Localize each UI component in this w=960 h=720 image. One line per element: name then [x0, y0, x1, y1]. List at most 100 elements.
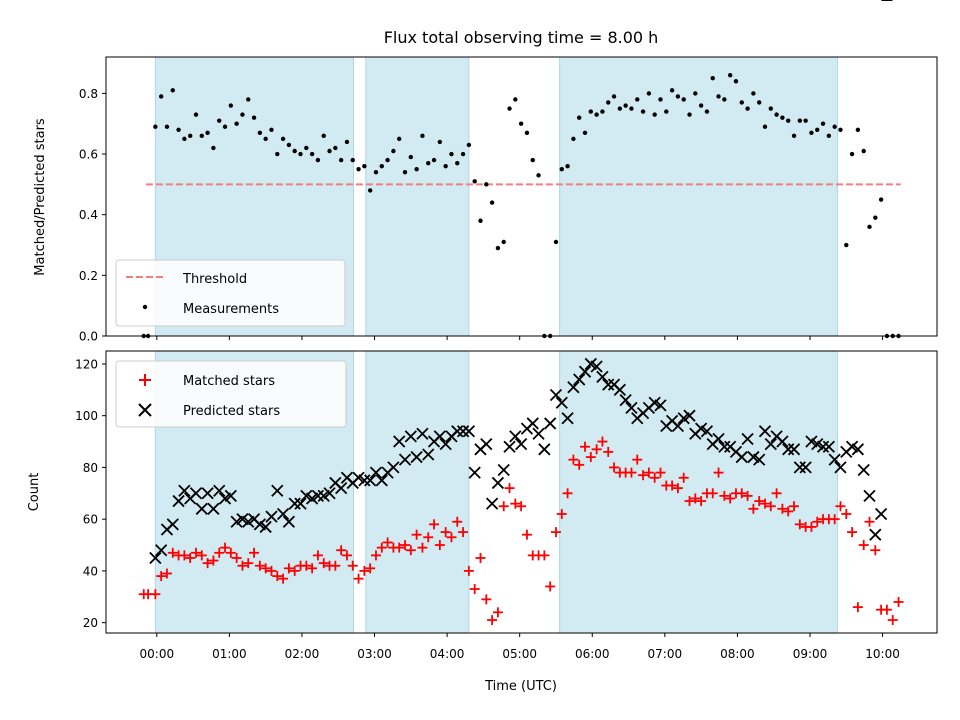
predicted-star-marker: [538, 443, 551, 456]
bottom-y-tick-label: 100: [75, 409, 98, 423]
matched-star-marker: [893, 596, 904, 607]
matched-star-marker: [754, 496, 765, 507]
predicted-star-marker: [822, 440, 835, 453]
matched-star-marker: [370, 550, 381, 561]
matched-star-marker: [684, 496, 695, 507]
predicted-star-marker: [335, 481, 348, 495]
predicted-star-marker: [485, 497, 499, 510]
matched-star-marker: [185, 552, 196, 563]
matched-star-marker: [330, 560, 341, 571]
measurement-point: [849, 151, 855, 157]
predicted-star-marker: [758, 425, 772, 438]
predicted-star-marker: [207, 502, 220, 515]
predicted-star-marker: [369, 466, 383, 479]
measurement-point: [803, 118, 808, 123]
bottom-y-tick-label: 120: [75, 357, 98, 371]
x-tick-label: 09:00: [793, 647, 828, 661]
measurement-point: [786, 118, 791, 123]
matched-star-marker: [812, 516, 823, 527]
predicted-star-marker: [596, 370, 609, 384]
threshold-legend-label: Threshold: [182, 272, 247, 287]
measurement-point: [780, 115, 785, 120]
measurement-point: [187, 133, 193, 139]
measurement-point: [797, 118, 803, 123]
measurement-point: [733, 79, 739, 84]
predicted-star-marker: [700, 425, 714, 438]
matched-star-marker: [597, 436, 608, 447]
matched-star-marker: [580, 441, 591, 452]
measurement-point: [629, 106, 634, 111]
bottom-y-tick-label: 40: [83, 564, 98, 578]
measurement-point: [571, 136, 576, 142]
top-y-tick-label: 0.8: [79, 87, 98, 101]
predicted-star-marker: [555, 396, 568, 409]
matched-star-marker: [719, 490, 730, 501]
measurement-point: [861, 148, 866, 154]
matched-star-marker: [829, 514, 840, 525]
matched-star-marker: [411, 529, 422, 540]
predicted-star-marker: [433, 430, 446, 443]
predicted-star-marker: [491, 476, 505, 490]
matched-star-marker: [341, 550, 352, 561]
predicted-star-marker: [753, 453, 766, 466]
matched-star-marker: [806, 521, 817, 532]
measurement-point: [820, 121, 826, 126]
measurement-point: [751, 91, 756, 96]
predicted-star-marker: [741, 432, 754, 446]
predicted-star-marker: [276, 507, 290, 521]
measurement-point: [774, 112, 779, 117]
predicted-star-marker: [787, 443, 801, 456]
matched-star-marker: [190, 547, 201, 558]
matched-star-marker: [881, 604, 892, 615]
matched-star-marker: [220, 542, 231, 553]
predicted-star-marker: [851, 443, 865, 456]
predicted-star-marker: [578, 365, 592, 378]
measurement-point: [565, 163, 570, 169]
bottom-y-axis-label: Count: [27, 473, 42, 512]
top-y-tick-label: 0.2: [79, 269, 98, 283]
predicted-star-marker: [776, 435, 789, 448]
measurement-point: [675, 94, 681, 99]
measurement-point: [489, 200, 495, 205]
predicted-star-marker: [155, 544, 168, 557]
predicted-star-marker: [503, 440, 516, 453]
matched-star-marker: [475, 552, 486, 563]
measurement-point: [333, 145, 338, 151]
top-observing-windows: [154, 56, 839, 337]
matched-star-marker: [713, 467, 724, 478]
top-y-axis-label: Matched/Predicted stars: [33, 118, 48, 276]
matched-stars-legend-label: Matched stars: [183, 374, 275, 389]
matched-star-marker: [498, 501, 509, 512]
matched-star-marker: [394, 542, 405, 553]
measurement-point: [658, 97, 663, 102]
matched-star-marker: [202, 558, 213, 569]
bottom-y-tick-label: 80: [83, 461, 98, 475]
measurement-point: [838, 127, 843, 132]
measurement-point: [710, 76, 715, 81]
measurement-point: [611, 94, 617, 99]
predicted-star-marker: [857, 463, 870, 477]
predicted-star-marker: [863, 489, 876, 503]
matched-star-marker: [887, 615, 898, 626]
top-x-ticks: [156, 336, 884, 340]
matched-star-marker: [208, 555, 219, 566]
bottom-axes-frame: [105, 350, 938, 634]
measurement-point: [251, 115, 257, 120]
predicted-star-marker: [178, 484, 191, 497]
measurement-point: [873, 215, 878, 220]
measurement-point: [327, 148, 332, 154]
measurement-point: [275, 151, 280, 157]
matched-star-marker: [777, 503, 788, 514]
measurement-point: [809, 130, 814, 136]
matched-star-marker: [266, 565, 277, 576]
measurement-point: [443, 163, 448, 169]
top-axes-frame: [105, 56, 938, 337]
measurement-point: [646, 91, 652, 96]
predicted-star-marker: [358, 474, 371, 487]
predicted-star-marker: [189, 487, 203, 500]
measurement-points: [141, 72, 901, 339]
predicted-star-marker: [515, 438, 528, 451]
matched-star-marker: [237, 560, 248, 571]
matched-star-marker: [841, 508, 852, 519]
predicted-star-marker: [735, 450, 748, 464]
